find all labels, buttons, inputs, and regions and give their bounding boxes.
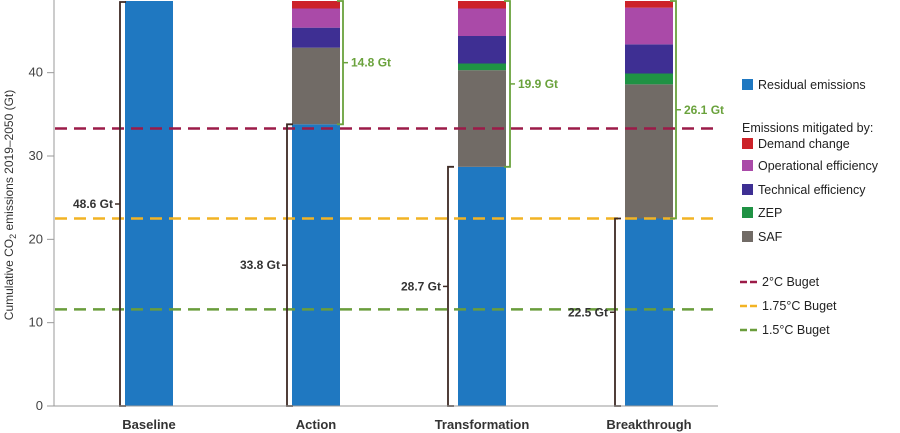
legend-swatch	[742, 138, 753, 149]
legend-swatch	[742, 160, 753, 171]
legend-swatch	[742, 231, 753, 242]
mitigated-value-label: 19.9 Gt	[518, 77, 558, 91]
x-tick-label: Breakthrough	[606, 417, 691, 432]
residual-bracket	[614, 217, 621, 407]
residual-value-label: 28.7 Gt	[401, 279, 441, 293]
bar-segment	[625, 218, 673, 406]
x-tick-label: Action	[296, 417, 337, 432]
residual-bracket	[447, 165, 454, 407]
bar-segment	[292, 8, 340, 28]
bar-segment	[458, 63, 506, 71]
bars-group	[125, 1, 673, 406]
bar-segment	[625, 84, 673, 219]
legend-swatch-residual	[742, 79, 753, 90]
legend-label: Operational efficiency	[758, 159, 879, 173]
residual-value-label: 22.5 Gt	[568, 305, 608, 319]
mitigated-value-label: 14.8 Gt	[351, 56, 391, 70]
y-tick-label: 20	[29, 231, 43, 246]
legend-budget-label: 1.5°C Buget	[762, 323, 830, 337]
legend-label: ZEP	[758, 206, 782, 220]
legend-budget-label: 1.75°C Buget	[762, 299, 837, 313]
mitigated-value-label: 26.1 Gt	[684, 103, 724, 117]
x-tick-label: Baseline	[122, 417, 175, 432]
y-tick-label: 40	[29, 65, 43, 80]
bar-segment	[458, 70, 506, 167]
y-tick-label: 10	[29, 315, 43, 330]
legend: Residual emissions Emissions mitigated by…	[740, 78, 879, 337]
bar-segment	[292, 47, 340, 125]
legend-mitigated-header: Emissions mitigated by:	[742, 121, 873, 135]
bar-segment	[458, 8, 506, 36]
y-tick-label: 30	[29, 148, 43, 163]
y-axis-label: Cumulative CO2 emissions 2019–2050 (Gt)	[2, 90, 18, 320]
bar-segment	[458, 36, 506, 64]
bar-segment	[292, 27, 340, 48]
bar-segment	[292, 124, 340, 406]
bar-segment	[458, 166, 506, 406]
legend-label-residual: Residual emissions	[758, 78, 866, 92]
bar-segment	[125, 1, 173, 406]
y-tick-label: 0	[36, 398, 43, 413]
legend-label: Demand change	[758, 137, 850, 151]
bar-segment	[625, 1, 673, 8]
bar-segment	[625, 7, 673, 45]
bar-segment	[625, 44, 673, 74]
legend-label: SAF	[758, 230, 783, 244]
bar-segment	[625, 73, 673, 85]
bar-segment	[458, 1, 506, 9]
residual-value-label: 48.6 Gt	[73, 197, 113, 211]
legend-swatch	[742, 207, 753, 218]
axes-group: Cumulative CO2 emissions 2019–2050 (Gt) …	[2, 0, 718, 432]
bar-segment	[292, 1, 340, 9]
legend-swatch	[742, 184, 753, 195]
legend-label: Technical efficiency	[758, 183, 866, 197]
residual-value-label: 33.8 Gt	[240, 258, 280, 272]
legend-budget-label: 2°C Buget	[762, 275, 820, 289]
budget-lines-group	[55, 127, 718, 311]
x-tick-label: Transformation	[435, 417, 530, 432]
